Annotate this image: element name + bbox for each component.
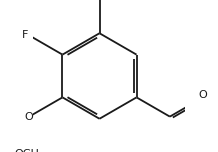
Text: OCH₃: OCH₃ — [14, 149, 44, 152]
Text: O: O — [198, 90, 207, 100]
Text: F: F — [22, 30, 28, 40]
Text: O: O — [25, 112, 34, 122]
